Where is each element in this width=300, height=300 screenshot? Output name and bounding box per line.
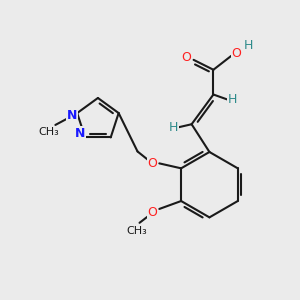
Text: O: O (148, 157, 157, 170)
Text: N: N (75, 127, 85, 140)
Text: O: O (182, 51, 192, 64)
Text: CH₃: CH₃ (38, 127, 59, 137)
Text: CH₃: CH₃ (126, 226, 147, 236)
Text: H: H (169, 121, 178, 134)
Text: O: O (231, 47, 241, 60)
Text: H: H (227, 93, 237, 106)
Text: H: H (243, 40, 253, 52)
Text: O: O (148, 206, 157, 219)
Text: N: N (67, 109, 77, 122)
